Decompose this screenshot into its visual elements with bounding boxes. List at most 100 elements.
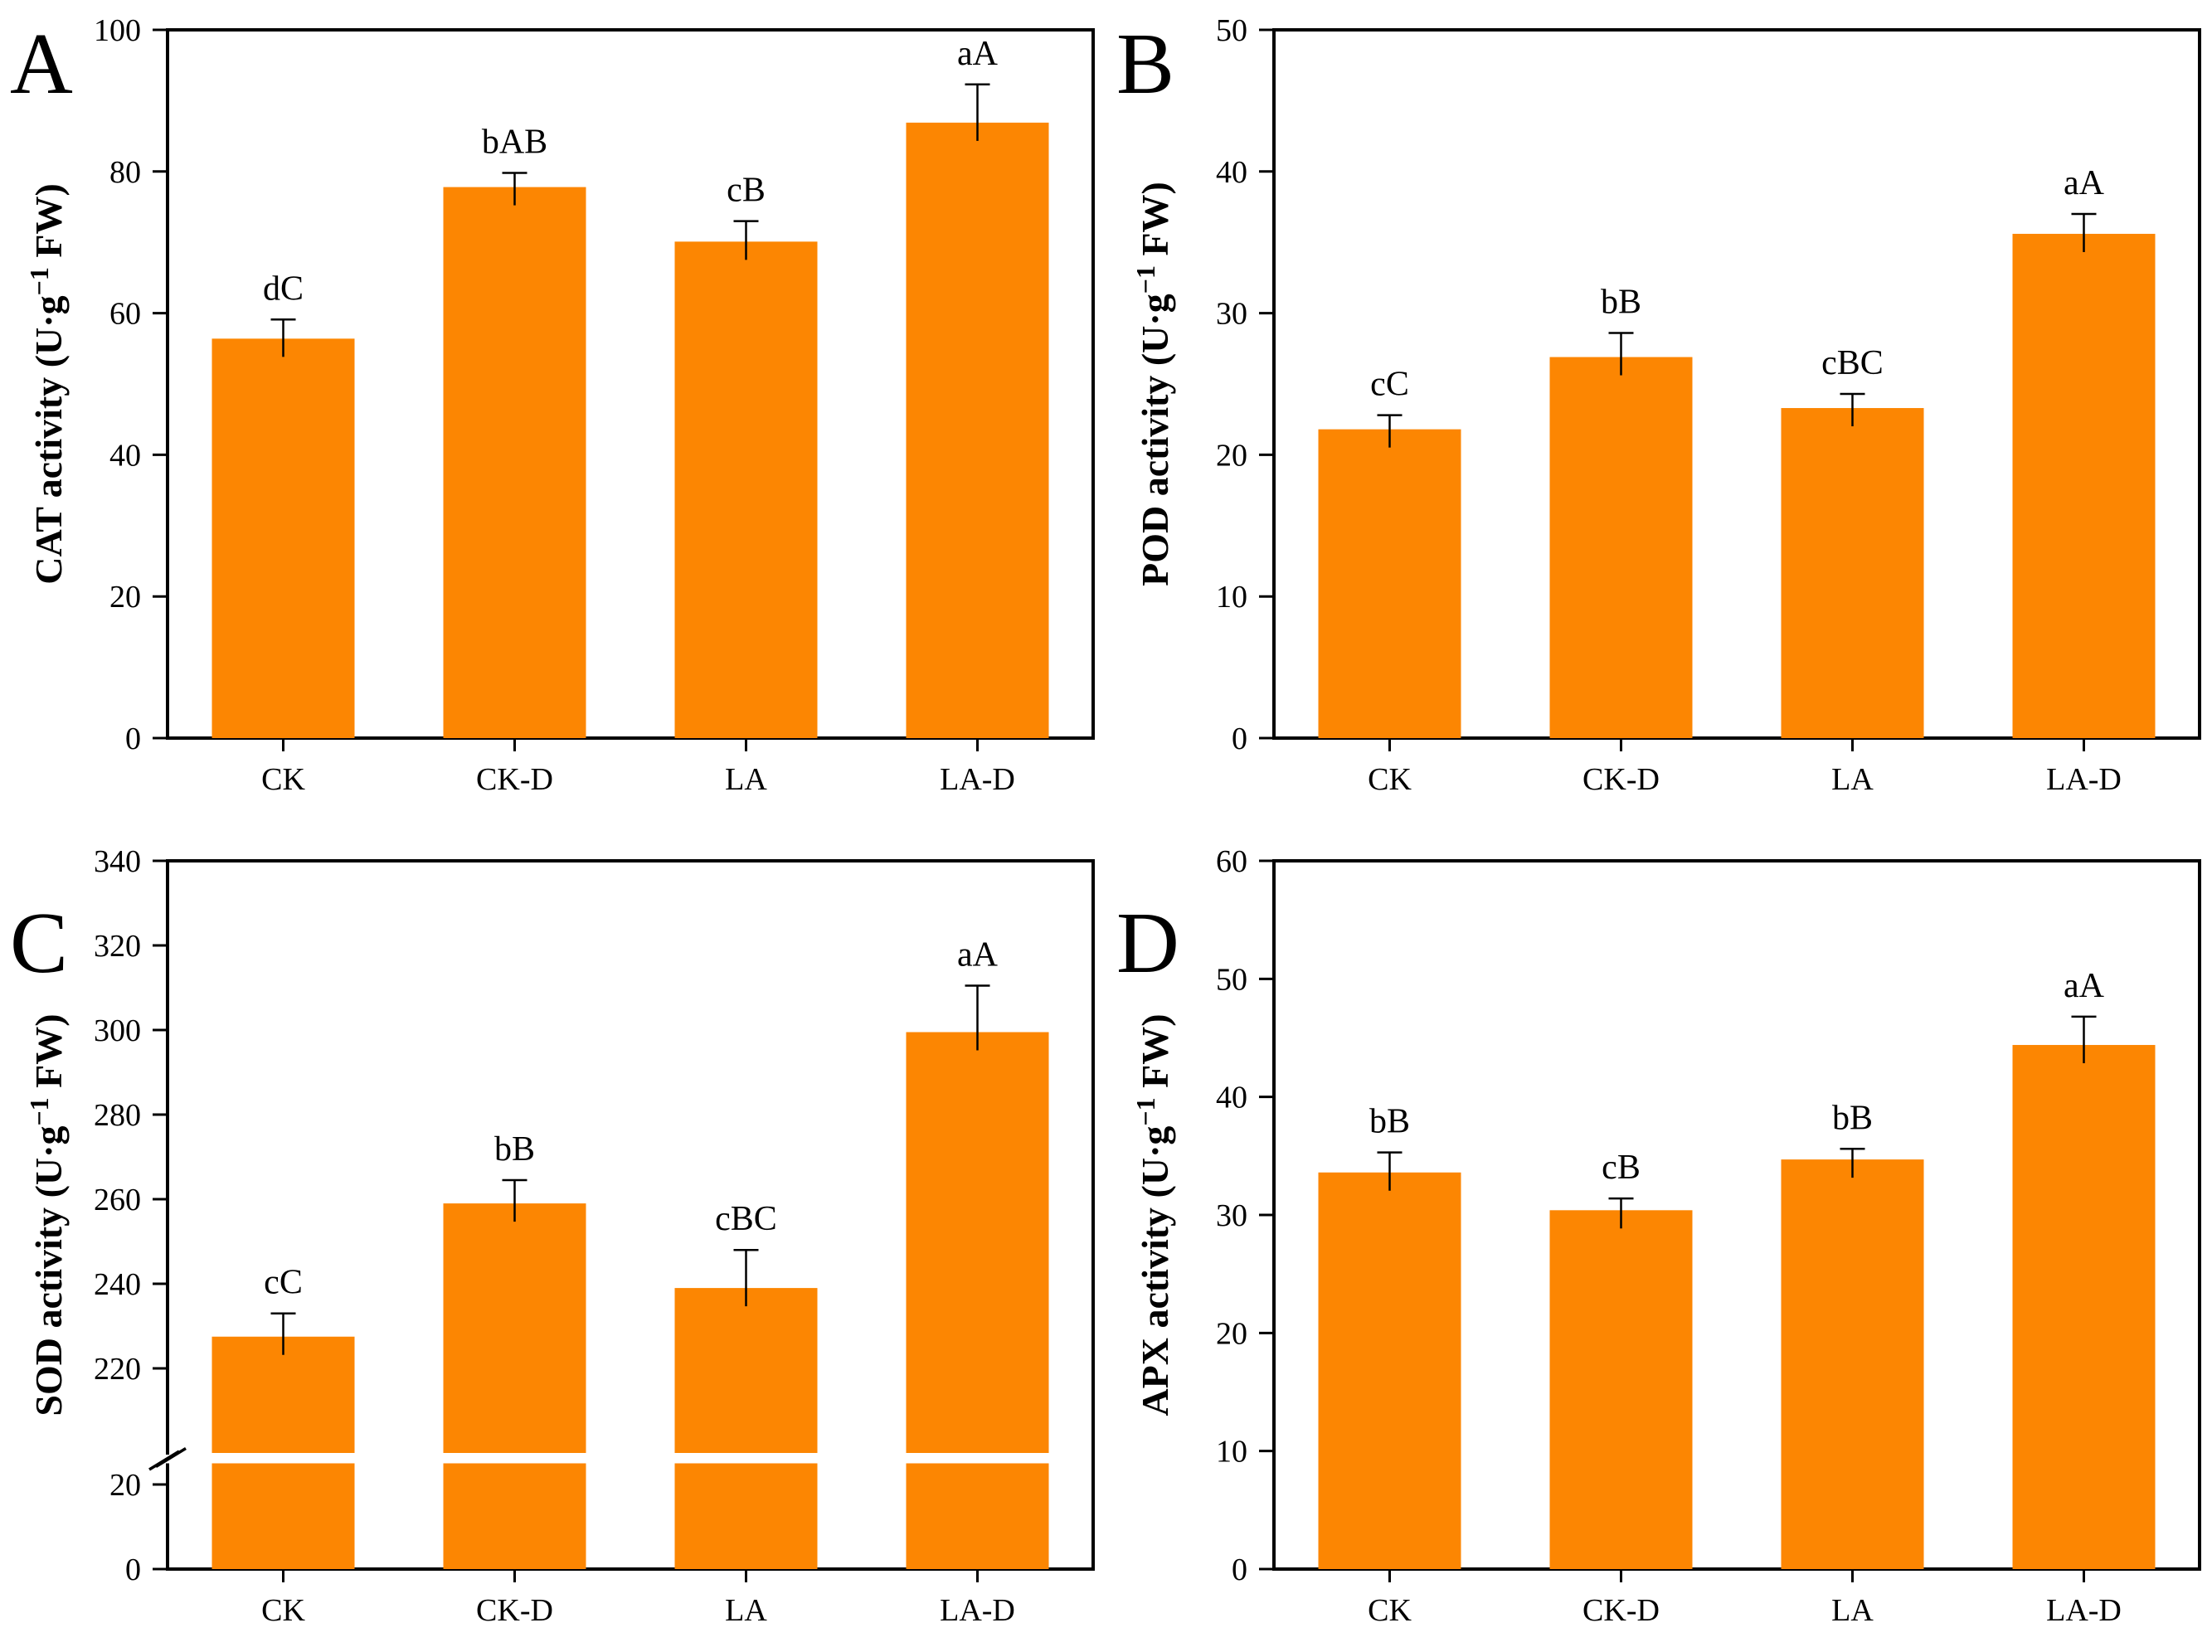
x-tick-label: CK: [261, 1593, 305, 1628]
y-tick-label: 340: [94, 844, 141, 879]
y-tick-label: 20: [1216, 438, 1247, 473]
bar-LA: [1781, 408, 1924, 738]
panel-letter-D: D: [1116, 894, 1179, 991]
sig-letter: dC: [263, 270, 304, 308]
y-axis-title-superscript: −1: [24, 1097, 54, 1125]
y-axis-title-superscript: −1: [1130, 1097, 1160, 1125]
y-tick-label: 50: [1216, 962, 1247, 997]
y-tick-label: 300: [94, 1013, 141, 1048]
y-tick-label: 20: [109, 1468, 141, 1503]
y-tick-label: 10: [1216, 1435, 1247, 1470]
panel-A: 0 20 40 60 80 100 dC CK bAB CK-D cB LA aA LA-D A CAT ac…: [10, 13, 1095, 797]
y-axis-title-text: FW): [27, 183, 70, 267]
y-tick-label: 40: [1216, 155, 1247, 190]
bar-CK-D: [443, 187, 586, 738]
y-tick-label: 60: [109, 297, 141, 332]
y-tick-label: 30: [1216, 1198, 1247, 1233]
sig-letter: bB: [1601, 284, 1641, 322]
x-tick-label: CK-D: [476, 762, 553, 797]
bar-upper-CK: [211, 1336, 355, 1453]
panel-letter-C: C: [10, 894, 68, 991]
plot-frame: [166, 859, 1095, 1571]
panel-letter-A: A: [10, 15, 73, 112]
panel-D: 0 10 20 30 40 50 60 bB CK cB CK-D bB LA aA LA-D D APX ac…: [1116, 844, 2201, 1628]
y-tick-label: 10: [1216, 580, 1247, 615]
y-axis-title-text: SOD activity (U·g: [27, 1126, 70, 1416]
panel-letter-B: B: [1116, 15, 1174, 112]
bar-CK-D: [1549, 357, 1693, 738]
bar-lower-LA-D: [906, 1463, 1049, 1569]
x-tick-label: LA-D: [2046, 762, 2122, 797]
sig-letter: bB: [1832, 1099, 1873, 1137]
y-axis-title-text: CAT activity (U·g: [27, 295, 70, 584]
x-tick-label: LA: [1831, 762, 1874, 797]
bar-upper-LA: [674, 1288, 818, 1453]
x-tick-label: LA: [1831, 1593, 1874, 1628]
x-tick-label: CK-D: [1582, 762, 1660, 797]
y-axis-title: SOD activity (U·g−1 FW): [24, 1013, 70, 1416]
y-axis-title-superscript: −1: [24, 267, 54, 295]
y-axis-title-text: FW): [1134, 1013, 1176, 1097]
sig-letter: aA: [957, 935, 999, 974]
x-tick-label: LA-D: [940, 762, 1015, 797]
sig-letter: aA: [2064, 967, 2105, 1005]
bar-CK-D: [1549, 1210, 1693, 1569]
bar-upper-CK-D: [443, 1203, 586, 1453]
bar-upper-LA-D: [906, 1032, 1049, 1453]
sig-letter: aA: [957, 35, 999, 73]
y-tick-label: 40: [1216, 1081, 1247, 1115]
bar-LA: [1781, 1159, 1924, 1569]
y-tick-label: 40: [109, 438, 141, 473]
y-tick-label: 20: [1216, 1316, 1247, 1351]
bar-lower-CK: [211, 1463, 355, 1569]
sig-letter: cB: [1602, 1149, 1641, 1187]
x-tick-label: LA: [725, 762, 767, 797]
sig-letter: bB: [1369, 1103, 1410, 1141]
x-tick-label: CK: [1368, 762, 1412, 797]
y-axis-title-text: FW): [27, 1013, 70, 1097]
x-tick-label: LA: [725, 1593, 767, 1628]
plot-frame: [1272, 28, 2201, 740]
axis-break-slash: [155, 1447, 187, 1468]
bar-LA-D: [906, 122, 1049, 738]
y-tick-label: 20: [109, 580, 141, 615]
y-tick-label: 100: [94, 13, 141, 48]
y-tick-label: 0: [1232, 1552, 1247, 1587]
x-tick-label: CK-D: [476, 1593, 553, 1628]
bar-LA-D: [2012, 1045, 2156, 1569]
y-tick-label: 0: [125, 1552, 141, 1587]
x-tick-label: CK: [1368, 1593, 1412, 1628]
y-tick-label: 50: [1216, 13, 1247, 48]
y-axis-title: CAT activity (U·g−1 FW): [24, 183, 70, 585]
y-axis-title-text: FW): [1134, 182, 1176, 265]
sig-letter: cBC: [715, 1200, 777, 1238]
bar-LA: [674, 241, 818, 738]
y-axis-title: APX activity (U·g−1 FW): [1130, 1013, 1176, 1416]
bar-CK: [1318, 429, 1461, 738]
y-tick-label: 0: [125, 722, 141, 756]
sig-letter: bAB: [482, 124, 547, 162]
y-axis-title-superscript: −1: [1130, 265, 1160, 294]
sig-letter: aA: [2064, 164, 2105, 202]
bar-lower-LA: [674, 1463, 818, 1569]
x-tick-label: CK: [261, 762, 305, 797]
y-tick-label: 320: [94, 929, 141, 964]
plot-frame: [166, 28, 1095, 740]
bar-CK: [1318, 1172, 1461, 1569]
y-tick-label: 30: [1216, 297, 1247, 332]
bar-CK: [211, 338, 355, 738]
panel-C: 0 20 220 240 260 280 300 320 340 cC CK bB CK-D cBC LA a…: [10, 844, 1095, 1628]
y-axis-title-text: APX activity (U·g: [1134, 1126, 1176, 1416]
sig-letter: cBC: [1821, 344, 1884, 382]
y-axis-title-text: POD activity (U·g: [1134, 294, 1176, 586]
sig-letter: cB: [727, 172, 766, 210]
sig-letter: cC: [1370, 366, 1409, 404]
y-tick-label: 220: [94, 1352, 141, 1387]
y-tick-label: 280: [94, 1098, 141, 1133]
sig-letter: cC: [264, 1264, 303, 1302]
y-tick-label: 80: [109, 155, 141, 190]
y-tick-label: 240: [94, 1267, 141, 1302]
x-tick-label: CK-D: [1582, 1593, 1660, 1628]
x-tick-label: LA-D: [2046, 1593, 2122, 1628]
